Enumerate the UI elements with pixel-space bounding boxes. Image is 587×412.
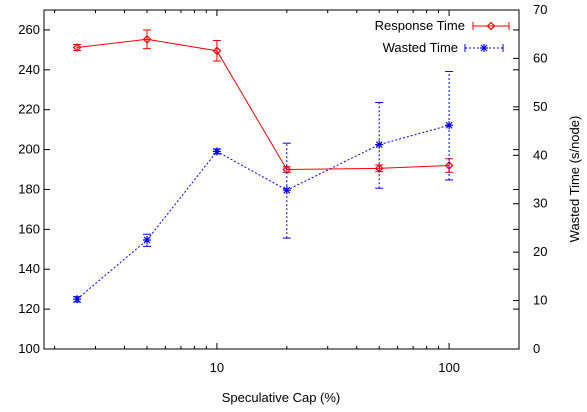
- asterisk-stroke: [73, 295, 81, 303]
- legend-sample-wasted-time: [464, 44, 504, 52]
- data-point: [212, 147, 221, 156]
- right-tick-label: 60: [533, 50, 547, 65]
- error-bar: [212, 40, 221, 62]
- data-point: [212, 46, 222, 56]
- right-tick-label: 10: [533, 293, 547, 308]
- legend-marker: [480, 44, 488, 52]
- series-line-response-time: [77, 38, 450, 171]
- right-axis-label: Wasted Time (s/node): [567, 116, 582, 243]
- left-tick-label: 100: [18, 341, 40, 356]
- legend-sample-response-time: [472, 21, 510, 31]
- data-point: [72, 43, 82, 52]
- data-point: [375, 140, 384, 149]
- right-tick-label: 30: [533, 196, 547, 211]
- right-axis-ticks: 0 10 20 30 40 50 60 70: [513, 2, 547, 356]
- series-line-wasted-time: [76, 124, 450, 300]
- series-response-time: [72, 29, 454, 174]
- error-bar: [143, 29, 152, 50]
- right-tick-label: 70: [533, 2, 547, 17]
- left-tick-label: 180: [18, 181, 40, 196]
- left-tick-label: 120: [18, 301, 40, 316]
- asterisk-stroke: [213, 147, 221, 155]
- error-bar: [143, 233, 152, 247]
- error-bar: [282, 142, 291, 239]
- legend-marker: [486, 21, 496, 31]
- right-tick-label: 20: [533, 244, 547, 259]
- series-wasted-time: [73, 71, 454, 304]
- asterisk-stroke: [375, 141, 383, 149]
- data-point: [444, 161, 454, 170]
- x-axis-ticks: 10 100: [54, 10, 520, 375]
- series-layer: [72, 29, 454, 304]
- left-axis-ticks: 100 120 140 160 180 200 220 240 260: [18, 22, 519, 356]
- legend: Response Time Wasted Time: [375, 18, 510, 55]
- plot-frame: [43, 9, 520, 350]
- right-tick-label: 0: [533, 341, 540, 356]
- x-axis-label: Speculative Cap (%): [222, 390, 341, 405]
- left-tick-label: 160: [18, 221, 40, 236]
- left-tick-label: 140: [18, 261, 40, 276]
- x-tick-label: 100: [438, 360, 460, 375]
- left-tick-label: 260: [18, 22, 40, 37]
- error-bar: [375, 101, 384, 189]
- data-point: [142, 34, 152, 44]
- left-tick-label: 200: [18, 142, 40, 157]
- legend-label-response-time: Response Time: [375, 18, 465, 33]
- left-tick-label: 240: [18, 62, 40, 77]
- data-point: [143, 236, 152, 245]
- left-tick-label: 220: [18, 102, 40, 117]
- right-tick-label: 50: [533, 99, 547, 114]
- data-point: [445, 121, 454, 130]
- asterisk-stroke: [480, 44, 488, 52]
- asterisk-stroke: [143, 236, 151, 244]
- asterisk-stroke: [283, 186, 291, 194]
- right-tick-label: 40: [533, 147, 547, 162]
- legend-label-wasted-time: Wasted Time: [383, 40, 458, 55]
- data-point: [282, 186, 291, 195]
- x-tick-label: 10: [210, 360, 224, 375]
- asterisk-stroke: [445, 121, 453, 129]
- data-point: [73, 295, 82, 304]
- error-bar: [445, 71, 454, 181]
